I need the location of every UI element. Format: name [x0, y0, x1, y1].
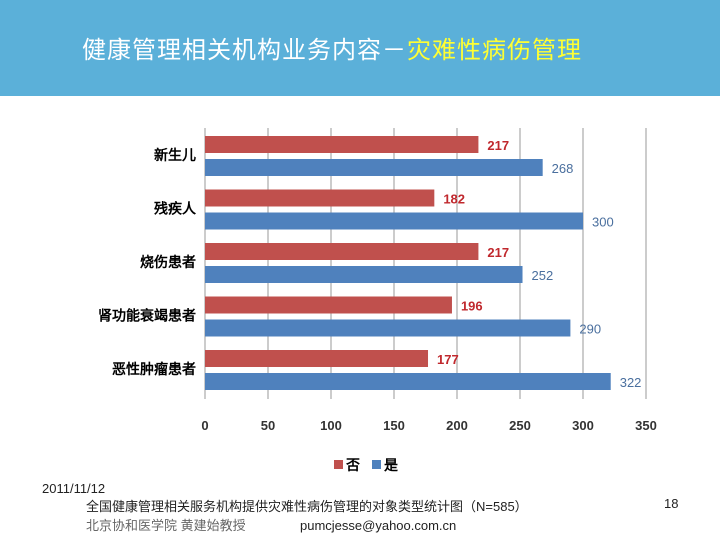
category-label: 肾功能衰竭患者	[98, 308, 196, 325]
bar-yes	[205, 266, 523, 283]
x-tick-label: 0	[201, 418, 208, 433]
x-tick-label: 100	[320, 418, 342, 433]
data-label: 217	[487, 138, 509, 153]
x-tick-label: 350	[635, 418, 657, 433]
bar-no	[205, 243, 479, 260]
title-highlight: 灾难性病伤管理	[407, 36, 582, 64]
legend-swatch	[334, 460, 343, 469]
page-number: 18	[664, 496, 679, 511]
data-label: 177	[437, 352, 459, 367]
bar-no	[205, 189, 435, 207]
x-tick-label: 50	[261, 418, 275, 433]
footer-email: pumcjesse@yahoo.com.cn	[300, 518, 457, 533]
footer-author: 北京协和医学院 黄建始教授	[86, 518, 246, 533]
bar-yes	[205, 159, 543, 176]
bar-yes	[205, 373, 611, 390]
data-label: 182	[443, 192, 465, 207]
data-label: 300	[592, 215, 614, 230]
bar-no	[205, 136, 479, 153]
category-label: 恶性肿瘤患者	[112, 361, 196, 378]
data-label: 252	[532, 268, 554, 283]
x-tick-label: 200	[446, 418, 468, 433]
data-label: 217	[487, 245, 509, 260]
bar-no	[205, 350, 429, 367]
legend-swatch	[372, 460, 381, 469]
bar-no	[205, 296, 452, 314]
x-tick-label: 150	[383, 418, 405, 433]
data-label: 290	[579, 322, 601, 337]
title-bar: 健康管理相关机构业务内容－灾难性病伤管理	[0, 0, 720, 96]
category-label: 新生儿	[154, 147, 196, 164]
title-main: 健康管理相关机构业务内容－	[82, 36, 407, 64]
footer-date: 2011/11/12	[42, 481, 106, 496]
legend-label: 否	[345, 458, 360, 474]
data-label: 196	[461, 299, 483, 314]
slide-title: 健康管理相关机构业务内容－灾难性病伤管理	[82, 30, 582, 65]
category-label: 残疾人	[154, 201, 197, 218]
category-label: 烧伤患者	[140, 254, 196, 271]
x-tick-label: 300	[572, 418, 594, 433]
bar-yes	[205, 212, 583, 230]
data-label: 268	[552, 161, 574, 176]
bar-yes	[205, 319, 571, 337]
footer-caption: 全国健康管理相关服务机构提供灾难性病伤管理的对象类型统计图（N=585）	[86, 499, 528, 514]
legend-label: 是	[384, 458, 399, 474]
x-tick-label: 250	[509, 418, 531, 433]
data-label: 322	[620, 375, 642, 390]
